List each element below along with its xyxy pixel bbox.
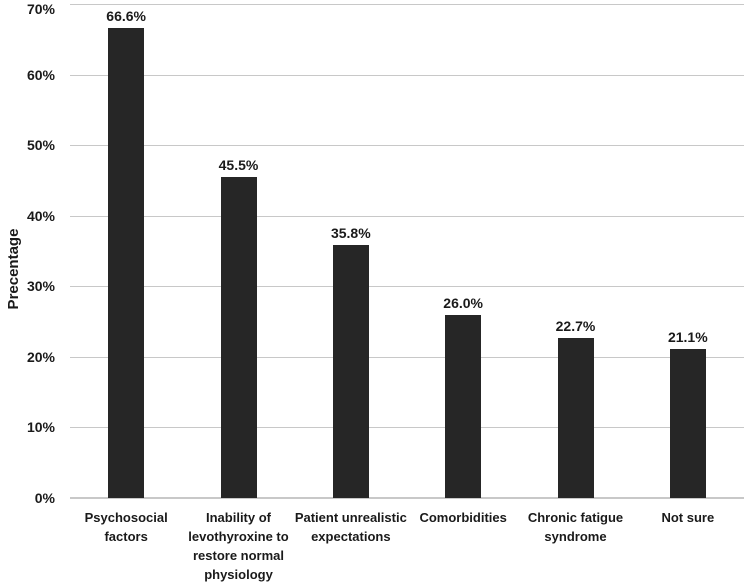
- y-tick-label-20: 20%: [26, 348, 55, 365]
- plot-area: 66.6% 45.5% 35.8% 26.0% 22.7% 21.1%: [70, 4, 744, 499]
- bar-2: [220, 176, 257, 498]
- bar-value-label-3: 35.8%: [330, 225, 371, 242]
- bar-3: [332, 245, 369, 498]
- gridline-10: [70, 427, 744, 429]
- gridline-20: [70, 356, 744, 358]
- bar-value-label-5: 22.7%: [555, 317, 596, 334]
- bar-6: [669, 349, 706, 498]
- y-tick-label-70: 70%: [26, 1, 55, 17]
- bar-4: [445, 314, 482, 498]
- bar-value-label-4: 26.0%: [443, 294, 483, 311]
- bar-value-label-1: 66.6%: [106, 7, 146, 24]
- x-category-label-5: Chronic fatigue syndrome: [527, 510, 624, 544]
- y-tick-label-0: 0%: [34, 490, 55, 506]
- x-category-label-3: Patient unrealistic expectations: [294, 510, 407, 544]
- gridline-40: [70, 215, 744, 217]
- y-tick-label-30: 30%: [26, 278, 55, 295]
- gridline-50: [70, 145, 744, 147]
- bar-value-label-2: 45.5%: [218, 156, 259, 173]
- x-category-label-2: Inability of levothyroxine to restore no…: [188, 510, 289, 582]
- gridline-0: [70, 497, 744, 499]
- gridline-70: [70, 4, 744, 5]
- gridline-30: [70, 286, 744, 288]
- y-tick-label-50: 50%: [26, 137, 55, 154]
- x-category-label-1: Psychosocial factors: [84, 510, 168, 544]
- y-tick-label-10: 10%: [26, 419, 55, 436]
- bar-1: [108, 27, 145, 498]
- x-category-label-6: Not sure: [661, 510, 715, 525]
- bar-5: [557, 337, 594, 498]
- gridline-60: [70, 74, 744, 76]
- y-tick-label-40: 40%: [26, 207, 55, 224]
- bar-value-label-6: 21.1%: [667, 329, 708, 346]
- x-category-label-4: Comorbidities: [419, 510, 507, 525]
- y-tick-label-60: 60%: [26, 66, 55, 83]
